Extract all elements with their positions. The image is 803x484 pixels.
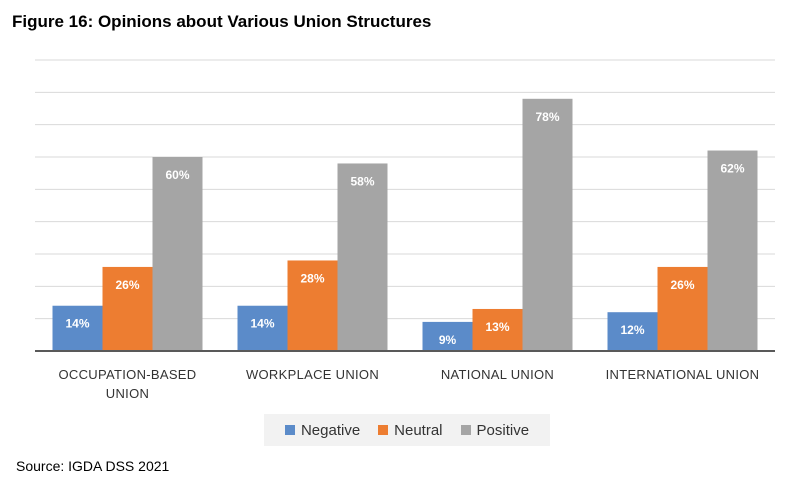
- bar-negative: [607, 312, 658, 351]
- data-label: 14%: [65, 317, 89, 331]
- legend: Negative Neutral Positive: [264, 414, 550, 446]
- legend-swatch-neutral: [378, 425, 389, 435]
- category-label: OCCUPATION-BASED: [59, 367, 197, 382]
- source-note: Source: IGDA DSS 2021: [16, 458, 170, 474]
- data-label: 62%: [720, 162, 744, 176]
- bar-chart: 14% 26% 60% OCCUPATION-BASED UNION 14% 28% 58% W…: [0, 40, 803, 450]
- data-label: 78%: [535, 110, 559, 124]
- bar-positive: [337, 163, 388, 351]
- bar-neutral: [657, 266, 708, 351]
- category-label: NATIONAL UNION: [441, 367, 554, 382]
- category-label: WORKPLACE UNION: [246, 367, 379, 382]
- legend-item-positive: Positive: [460, 421, 530, 439]
- legend-item-negative: Negative: [284, 421, 361, 439]
- legend-swatch-negative: [284, 425, 295, 435]
- legend-label-positive: Positive: [476, 421, 530, 439]
- bar-positive: [707, 150, 758, 351]
- bar-positive: [522, 98, 573, 351]
- data-label: 26%: [115, 278, 139, 292]
- data-label: 58%: [350, 174, 374, 188]
- bar-positive: [152, 157, 203, 351]
- chart-svg: 14% 26% 60% OCCUPATION-BASED UNION 14% 28% 58% W…: [35, 59, 775, 401]
- category-label: UNION: [106, 386, 149, 401]
- data-label: 13%: [485, 320, 509, 334]
- bar-neutral: [287, 260, 338, 351]
- legend-label-neutral: Neutral: [394, 421, 443, 439]
- bar-negative: [422, 321, 473, 351]
- data-label: 60%: [165, 168, 189, 182]
- data-label: 12%: [620, 323, 644, 337]
- bar-neutral: [472, 308, 523, 351]
- data-label: 9%: [439, 333, 457, 347]
- bar-negative: [52, 305, 103, 351]
- legend-swatch-positive: [460, 425, 471, 435]
- figure-title: Figure 16: Opinions about Various Union …: [12, 12, 432, 31]
- legend-item-neutral: Neutral: [378, 421, 443, 439]
- bar-neutral: [102, 266, 153, 351]
- data-label: 26%: [670, 278, 694, 292]
- legend-label-negative: Negative: [300, 421, 361, 439]
- data-label: 14%: [250, 317, 274, 331]
- category-label: INTERNATIONAL UNION: [606, 367, 760, 382]
- data-label: 28%: [300, 271, 324, 285]
- bar-negative: [237, 305, 288, 351]
